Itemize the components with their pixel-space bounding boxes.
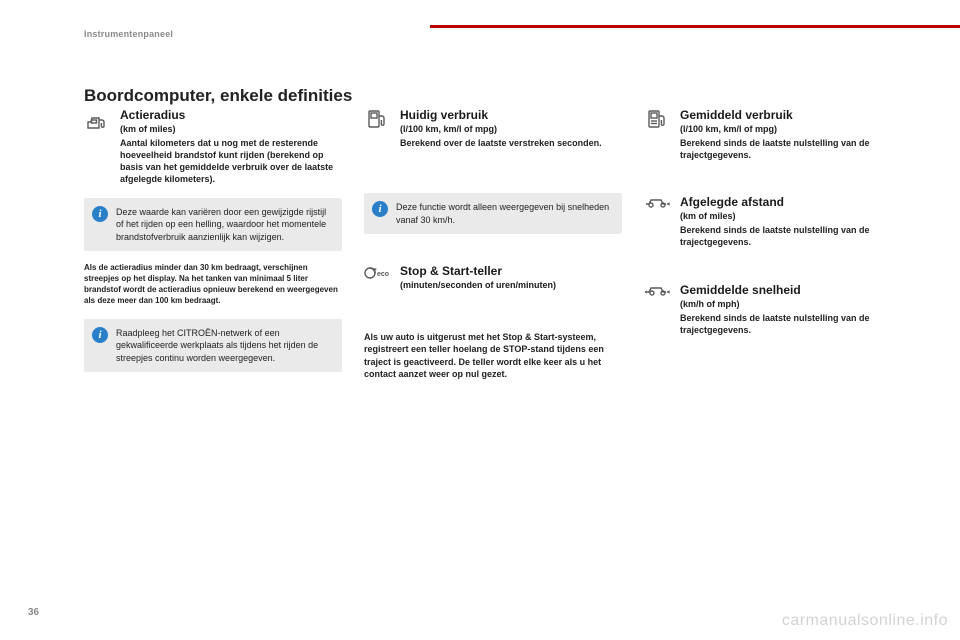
avgspeed-body: Berekend sinds de laatste nulstelling va… <box>680 312 902 336</box>
spacer <box>364 246 622 264</box>
avgcons-heading: Gemiddeld verbruik <box>680 108 902 122</box>
section-stop-start: eco Stop & Start-teller (minuten/seconde… <box>364 264 622 293</box>
distance-icon <box>644 195 670 221</box>
content-columns: Actieradius (km of miles) Aantal kilomet… <box>84 108 902 388</box>
avg-speed-icon <box>644 283 670 309</box>
info-icon: i <box>92 327 108 343</box>
section-body: Gemiddelde snelheid (km/h of mph) Bereke… <box>680 283 902 336</box>
column-1: Actieradius (km of miles) Aantal kilomet… <box>84 108 342 388</box>
section-body: Stop & Start-teller (minuten/seconden of… <box>400 264 622 293</box>
avgspeed-heading: Gemiddelde snelheid <box>680 283 902 297</box>
section-distance: Afgelegde afstand (km of miles) Berekend… <box>644 195 902 248</box>
current-body: Berekend over de laatste verstreken seco… <box>400 137 622 149</box>
header-label: Instrumentenpaneel <box>84 29 173 39</box>
info-text: Deze waarde kan variëren door een gewijz… <box>116 206 332 244</box>
section-current-consumption: Huidig verbruik (l/100 km, km/l of mpg) … <box>364 108 622 149</box>
section-avg-consumption: Gemiddeld verbruik (l/100 km, km/l of mp… <box>644 108 902 161</box>
spacer <box>644 261 902 283</box>
fuel-pump-avg-icon <box>644 108 670 134</box>
current-unit: (l/100 km, km/l of mpg) <box>400 124 622 134</box>
info-text: Deze functie wordt alleen weergegeven bi… <box>396 201 612 226</box>
section-range: Actieradius (km of miles) Aantal kilomet… <box>84 108 342 186</box>
info-icon: i <box>92 206 108 222</box>
range-low-paragraph: Als de actieradius minder dan 30 km bedr… <box>84 263 342 306</box>
current-heading: Huidig verbruik <box>400 108 622 122</box>
page-title: Boordcomputer, enkele definities <box>84 86 352 106</box>
range-body: Aantal kilometers dat u nog met de reste… <box>120 137 342 186</box>
info-text: Raadpleeg het CITROËN-netwerk of een gek… <box>116 327 332 365</box>
fuel-pump-icon <box>364 108 390 134</box>
section-body: Huidig verbruik (l/100 km, km/l of mpg) … <box>400 108 622 149</box>
distance-unit: (km of miles) <box>680 211 902 221</box>
spacer <box>364 305 622 323</box>
info-icon: i <box>372 201 388 217</box>
spacer <box>364 161 622 181</box>
avgspeed-unit: (km/h of mph) <box>680 299 902 309</box>
section-body: Afgelegde afstand (km of miles) Berekend… <box>680 195 902 248</box>
spacer <box>644 173 902 195</box>
page-number: 36 <box>28 607 39 618</box>
distance-body: Berekend sinds de laatste nulstelling va… <box>680 224 902 248</box>
column-3: Gemiddeld verbruik (l/100 km, km/l of mp… <box>644 108 902 388</box>
range-unit: (km of miles) <box>120 124 342 134</box>
stopstart-heading: Stop & Start-teller <box>400 264 622 278</box>
section-body: Gemiddeld verbruik (l/100 km, km/l of mp… <box>680 108 902 161</box>
stopstart-unit: (minuten/seconden of uren/minuten) <box>400 280 622 290</box>
avgcons-unit: (l/100 km, km/l of mpg) <box>680 124 902 134</box>
column-2: Huidig verbruik (l/100 km, km/l of mpg) … <box>364 108 622 388</box>
range-heading: Actieradius <box>120 108 342 122</box>
section-avg-speed: Gemiddelde snelheid (km/h of mph) Bereke… <box>644 283 902 336</box>
header-accent-bar <box>430 25 960 28</box>
stopstart-paragraph: Als uw auto is uitgerust met het Stop & … <box>364 331 622 380</box>
svg-text:eco: eco <box>377 271 389 278</box>
fuel-range-icon <box>84 108 110 134</box>
distance-heading: Afgelegde afstand <box>680 195 902 209</box>
info-box-range-variation: i Deze waarde kan variëren door een gewi… <box>84 198 342 252</box>
eco-icon: eco <box>364 264 390 290</box>
info-box-speed-threshold: i Deze functie wordt alleen weergegeven … <box>364 193 622 234</box>
watermark: carmanualsonline.info <box>782 612 948 630</box>
section-body: Actieradius (km of miles) Aantal kilomet… <box>120 108 342 186</box>
avgcons-body: Berekend sinds de laatste nulstelling va… <box>680 137 902 161</box>
info-box-dealer: i Raadpleeg het CITROËN-netwerk of een g… <box>84 319 342 373</box>
